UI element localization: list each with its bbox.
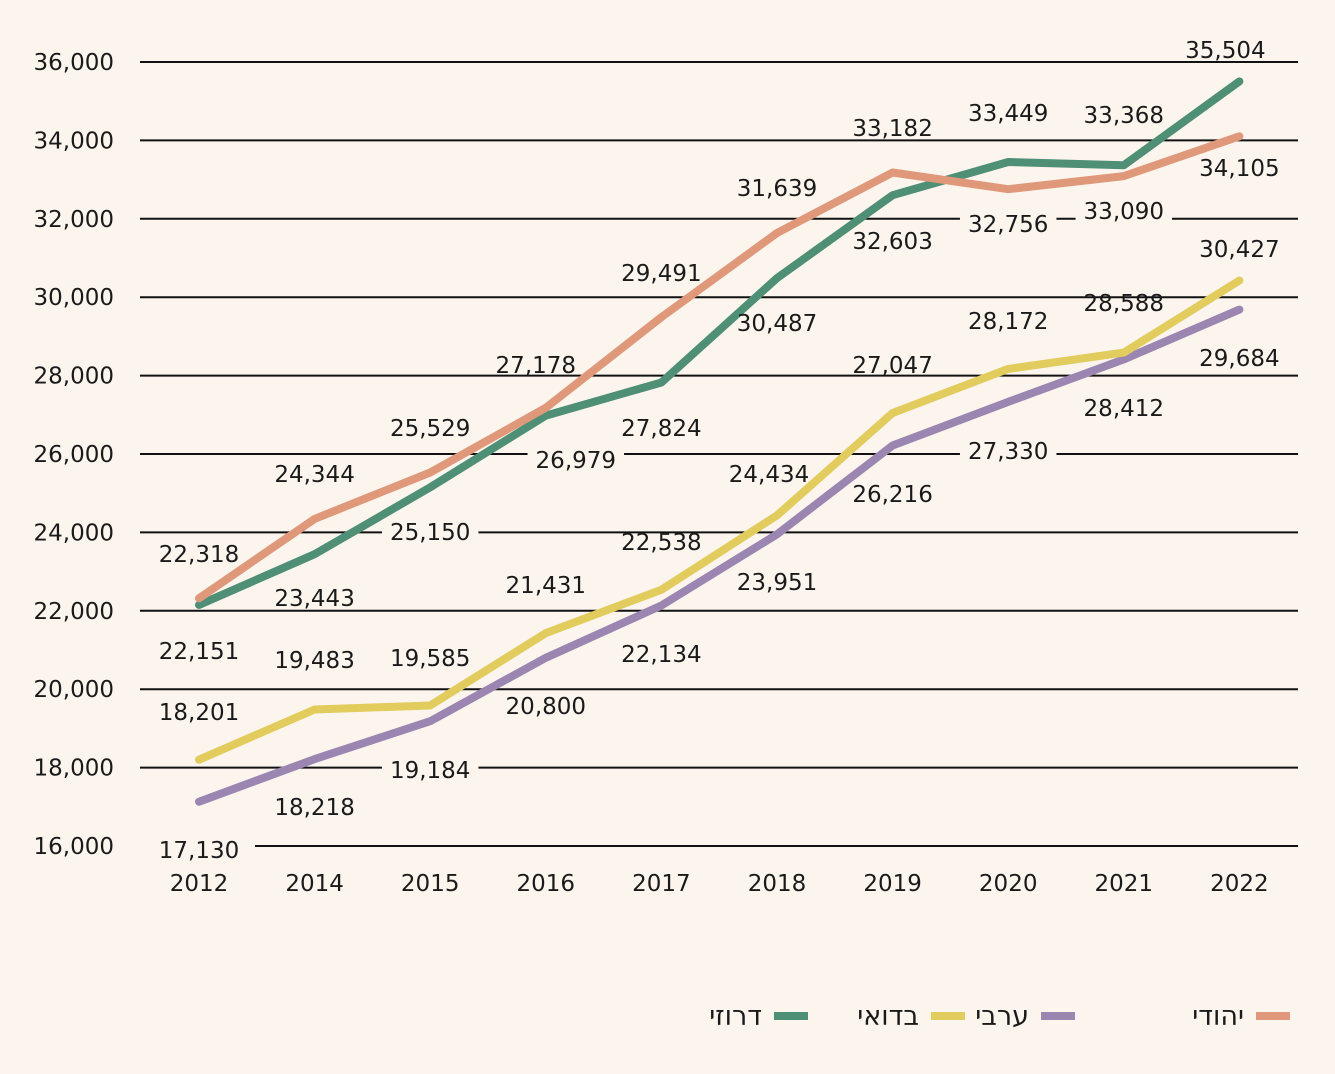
y-tick-label: 16,000 xyxy=(34,834,114,860)
legend: יהודי ערבי בדואי דרוזי xyxy=(0,992,1335,1042)
y-tick-label: 24,000 xyxy=(34,520,114,546)
x-tick-label: 2020 xyxy=(979,871,1038,897)
data-label-background xyxy=(381,522,479,544)
data-label-jewish: 34,105 xyxy=(1199,156,1279,182)
data-label-arab: 28,412 xyxy=(1084,396,1164,422)
legend-swatch-jewish xyxy=(1256,1012,1290,1020)
data-label-bedouin: 28,588 xyxy=(1084,291,1164,317)
data-label-bedouin: 27,047 xyxy=(852,353,932,379)
legend-swatch-arab xyxy=(1041,1012,1075,1020)
data-label-background xyxy=(959,214,1057,236)
data-label-jewish: 33,090 xyxy=(1084,199,1164,225)
legend-swatch-bedouin xyxy=(931,1012,965,1020)
y-tick-label: 28,000 xyxy=(34,364,114,390)
legend-label-bedouin: בדואי xyxy=(857,1000,919,1032)
x-tick-label: 2017 xyxy=(632,871,691,897)
y-tick-label: 32,000 xyxy=(34,207,114,233)
series-line-bedouin xyxy=(195,276,1244,764)
data-labels: 22,318 24,344 25,529 27,178 29,491 31,639 33,1… xyxy=(159,38,1280,864)
data-label-druze: 23,443 xyxy=(274,586,354,612)
data-label-bedouin: 19,483 xyxy=(274,648,354,674)
data-label-druze: 26,979 xyxy=(536,448,616,474)
data-label-druze: 27,824 xyxy=(621,416,701,442)
legend-item-druze: דרוזי xyxy=(709,992,808,1040)
grid-layer xyxy=(140,61,1298,847)
data-label-arab: 26,216 xyxy=(852,482,932,508)
data-label-bedouin: 21,431 xyxy=(506,573,586,599)
data-label-jewish: 24,344 xyxy=(274,462,354,488)
y-tick-label: 30,000 xyxy=(34,285,114,311)
data-label-arab: 17,130 xyxy=(159,838,239,864)
y-tick-label: 34,000 xyxy=(34,128,114,154)
y-tick-label: 22,000 xyxy=(34,599,114,625)
series-line-jewish xyxy=(195,132,1244,603)
x-tick-label: 2012 xyxy=(170,871,229,897)
data-label-jewish: 33,182 xyxy=(852,116,932,142)
x-tick-label: 2019 xyxy=(863,871,922,897)
series-line-druze xyxy=(195,77,1244,609)
data-label-jewish: 31,639 xyxy=(737,176,817,202)
data-label-druze: 22,151 xyxy=(159,639,239,665)
data-label-bedouin: 22,538 xyxy=(621,530,701,556)
data-label-bedouin: 19,585 xyxy=(390,646,470,672)
data-label-bedouin: 30,427 xyxy=(1199,237,1279,263)
y-tick-label: 18,000 xyxy=(34,756,114,782)
legend-item-jewish: יהודי xyxy=(1192,992,1290,1040)
data-label-background xyxy=(381,760,479,782)
data-label-arab: 29,684 xyxy=(1199,346,1279,372)
x-tick-label: 2015 xyxy=(401,871,460,897)
data-label-bedouin: 18,201 xyxy=(159,700,239,726)
y-tick-label: 26,000 xyxy=(34,442,114,468)
legend-item-arab: ערבי xyxy=(975,992,1075,1040)
data-label-druze: 33,449 xyxy=(968,101,1048,127)
series-line-arab xyxy=(195,305,1244,806)
legend-swatch-druze xyxy=(774,1012,808,1020)
x-tick-label: 2014 xyxy=(285,871,344,897)
data-label-background xyxy=(527,450,625,472)
data-label-arab: 23,951 xyxy=(737,570,817,596)
data-label-arab: 20,800 xyxy=(506,694,586,720)
legend-label-druze: דרוזי xyxy=(709,1000,762,1032)
y-tick-label: 20,000 xyxy=(34,677,114,703)
x-tick-label: 2021 xyxy=(1095,871,1154,897)
x-tick-label: 2018 xyxy=(748,871,807,897)
data-label-background xyxy=(1075,201,1173,223)
data-label-druze: 32,603 xyxy=(852,229,932,255)
legend-label-jewish: יהודי xyxy=(1192,1000,1244,1032)
data-label-druze: 25,150 xyxy=(390,520,470,546)
data-label-background xyxy=(959,441,1057,463)
data-label-jewish: 29,491 xyxy=(621,261,701,287)
data-label-druze: 33,368 xyxy=(1084,103,1164,129)
data-label-bedouin: 24,434 xyxy=(729,462,809,488)
data-label-druze: 35,504 xyxy=(1185,38,1265,64)
data-label-arab: 22,134 xyxy=(621,642,701,668)
y-axis: 16,000 18,000 20,000 22,000 24,000 26,000 28,0… xyxy=(34,50,114,860)
data-label-arab: 18,218 xyxy=(274,795,354,821)
legend-item-bedouin: בדואי xyxy=(857,992,965,1040)
x-tick-label: 2016 xyxy=(517,871,576,897)
x-axis: 2012 2014 2015 2016 2017 2018 2019 2020 2021 2022 xyxy=(170,871,1269,897)
legend-label-arab: ערבי xyxy=(975,1000,1029,1032)
y-tick-label: 36,000 xyxy=(34,50,114,76)
data-label-jewish: 22,318 xyxy=(159,542,239,568)
data-label-arab: 27,330 xyxy=(968,439,1048,465)
data-label-jewish: 25,529 xyxy=(390,416,470,442)
data-label-jewish: 32,756 xyxy=(968,212,1048,238)
data-label-arab: 19,184 xyxy=(390,758,470,784)
series-lines xyxy=(195,77,1244,806)
data-label-bedouin: 28,172 xyxy=(968,309,1048,335)
data-label-druze: 30,487 xyxy=(737,311,817,337)
x-tick-label: 2022 xyxy=(1210,871,1269,897)
data-label-jewish: 27,178 xyxy=(496,353,576,379)
